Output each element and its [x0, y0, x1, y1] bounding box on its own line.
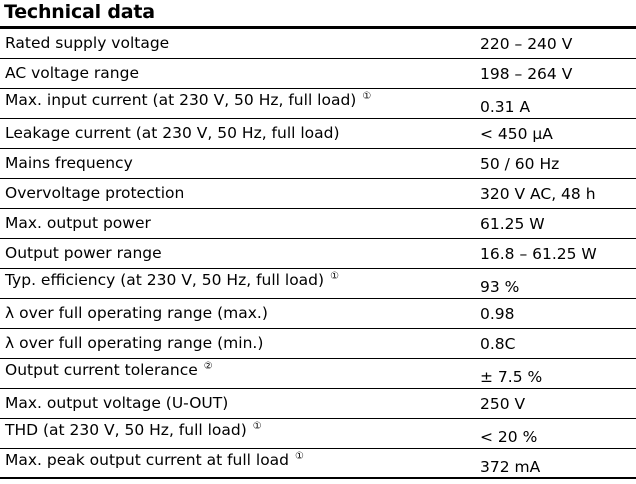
table-row: Overvoltage protection 320 V AC, 48 h: [0, 179, 636, 209]
title-rule: [0, 26, 636, 29]
table-row: THD (at 230 V, 50 Hz, full load) ① < 20 %: [0, 419, 636, 449]
table-row: Typ. efficiency (at 230 V, 50 Hz, full l…: [0, 269, 636, 299]
table-row: Output current tolerance ② ± 7.5 %: [0, 359, 636, 389]
table-row: Leakage current (at 230 V, 50 Hz, full l…: [0, 119, 636, 149]
footnote-marker: ①: [252, 420, 262, 432]
technical-data-table: Rated supply voltage 220 – 240 V AC volt…: [0, 29, 636, 479]
parameter-value: ± 7.5 %: [480, 368, 543, 386]
table-row: λ over full operating range (max.) 0.98: [0, 299, 636, 329]
parameter-label: Overvoltage protection: [5, 184, 185, 202]
table-row: Max. input current (at 230 V, 50 Hz, ful…: [0, 89, 636, 119]
parameter-value: 372 mA: [480, 458, 541, 476]
footnote-marker: ②: [203, 360, 213, 372]
parameter-value: 50 / 60 Hz: [480, 155, 560, 173]
parameter-value: 93 %: [480, 278, 520, 296]
parameter-label: Mains frequency: [5, 154, 133, 172]
parameter-value: 220 – 240 V: [480, 35, 573, 53]
footnote-marker: ①: [362, 90, 372, 102]
parameter-label: Output power range: [5, 244, 162, 262]
parameter-value: 61.25 W: [480, 215, 545, 233]
section-title: Technical data: [4, 1, 155, 23]
footnote-marker: ①: [330, 270, 340, 282]
table-row: Max. output voltage (U-OUT) 250 V: [0, 389, 636, 419]
footnote-marker: ①: [295, 450, 304, 462]
parameter-value: 320 V AC, 48 h: [480, 185, 596, 203]
table-row: Output power range 16.8 – 61.25 W: [0, 239, 636, 269]
parameter-label: Typ. efficiency (at 230 V, 50 Hz, full l…: [5, 270, 340, 289]
parameter-value: 0.8C: [480, 335, 516, 353]
parameter-value: < 20 %: [480, 428, 538, 446]
parameter-value: 250 V: [480, 395, 526, 413]
table-row: λ over full operating range (min.) 0.8C: [0, 329, 636, 359]
parameter-value: 0.31 A: [480, 98, 531, 116]
parameter-label: Max. output voltage (U-OUT): [5, 394, 229, 412]
table-row: Mains frequency 50 / 60 Hz: [0, 149, 636, 179]
parameter-label: THD (at 230 V, 50 Hz, full load) ①: [5, 420, 262, 439]
table-row: AC voltage range 198 – 264 V: [0, 59, 636, 89]
parameter-value: 198 – 264 V: [480, 65, 573, 83]
parameter-label: Output current tolerance ②: [5, 360, 213, 379]
table-row: Max. peak output current at full load ① 3…: [0, 449, 636, 479]
table-row: Max. output power 61.25 W: [0, 209, 636, 239]
parameter-label: Max. output power: [5, 214, 151, 232]
table-row: Rated supply voltage 220 – 240 V: [0, 29, 636, 59]
parameter-label: Rated supply voltage: [5, 34, 170, 52]
parameter-label: Max. peak output current at full load ①: [5, 450, 304, 469]
parameter-label: Leakage current (at 230 V, 50 Hz, full l…: [5, 124, 340, 142]
parameter-label: AC voltage range: [5, 64, 139, 82]
parameter-value: < 450 µA: [480, 125, 553, 143]
parameter-value: 0.98: [480, 305, 515, 323]
parameter-label: λ over full operating range (max.): [5, 304, 268, 322]
parameter-label: λ over full operating range (min.): [5, 334, 264, 352]
parameter-value: 16.8 – 61.25 W: [480, 245, 597, 263]
parameter-label: Max. input current (at 230 V, 50 Hz, ful…: [5, 90, 372, 109]
